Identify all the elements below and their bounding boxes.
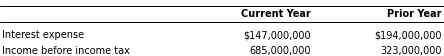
- Text: Prior Year: Prior Year: [387, 9, 442, 18]
- Text: Income before income tax: Income before income tax: [2, 45, 130, 55]
- Text: Current Year: Current Year: [241, 9, 311, 18]
- Text: $147,000,000: $147,000,000: [243, 30, 311, 40]
- Text: 685,000,000: 685,000,000: [249, 45, 311, 55]
- Text: Interest expense: Interest expense: [2, 30, 84, 40]
- Text: 323,000,000: 323,000,000: [380, 45, 442, 55]
- Text: $194,000,000: $194,000,000: [374, 30, 442, 40]
